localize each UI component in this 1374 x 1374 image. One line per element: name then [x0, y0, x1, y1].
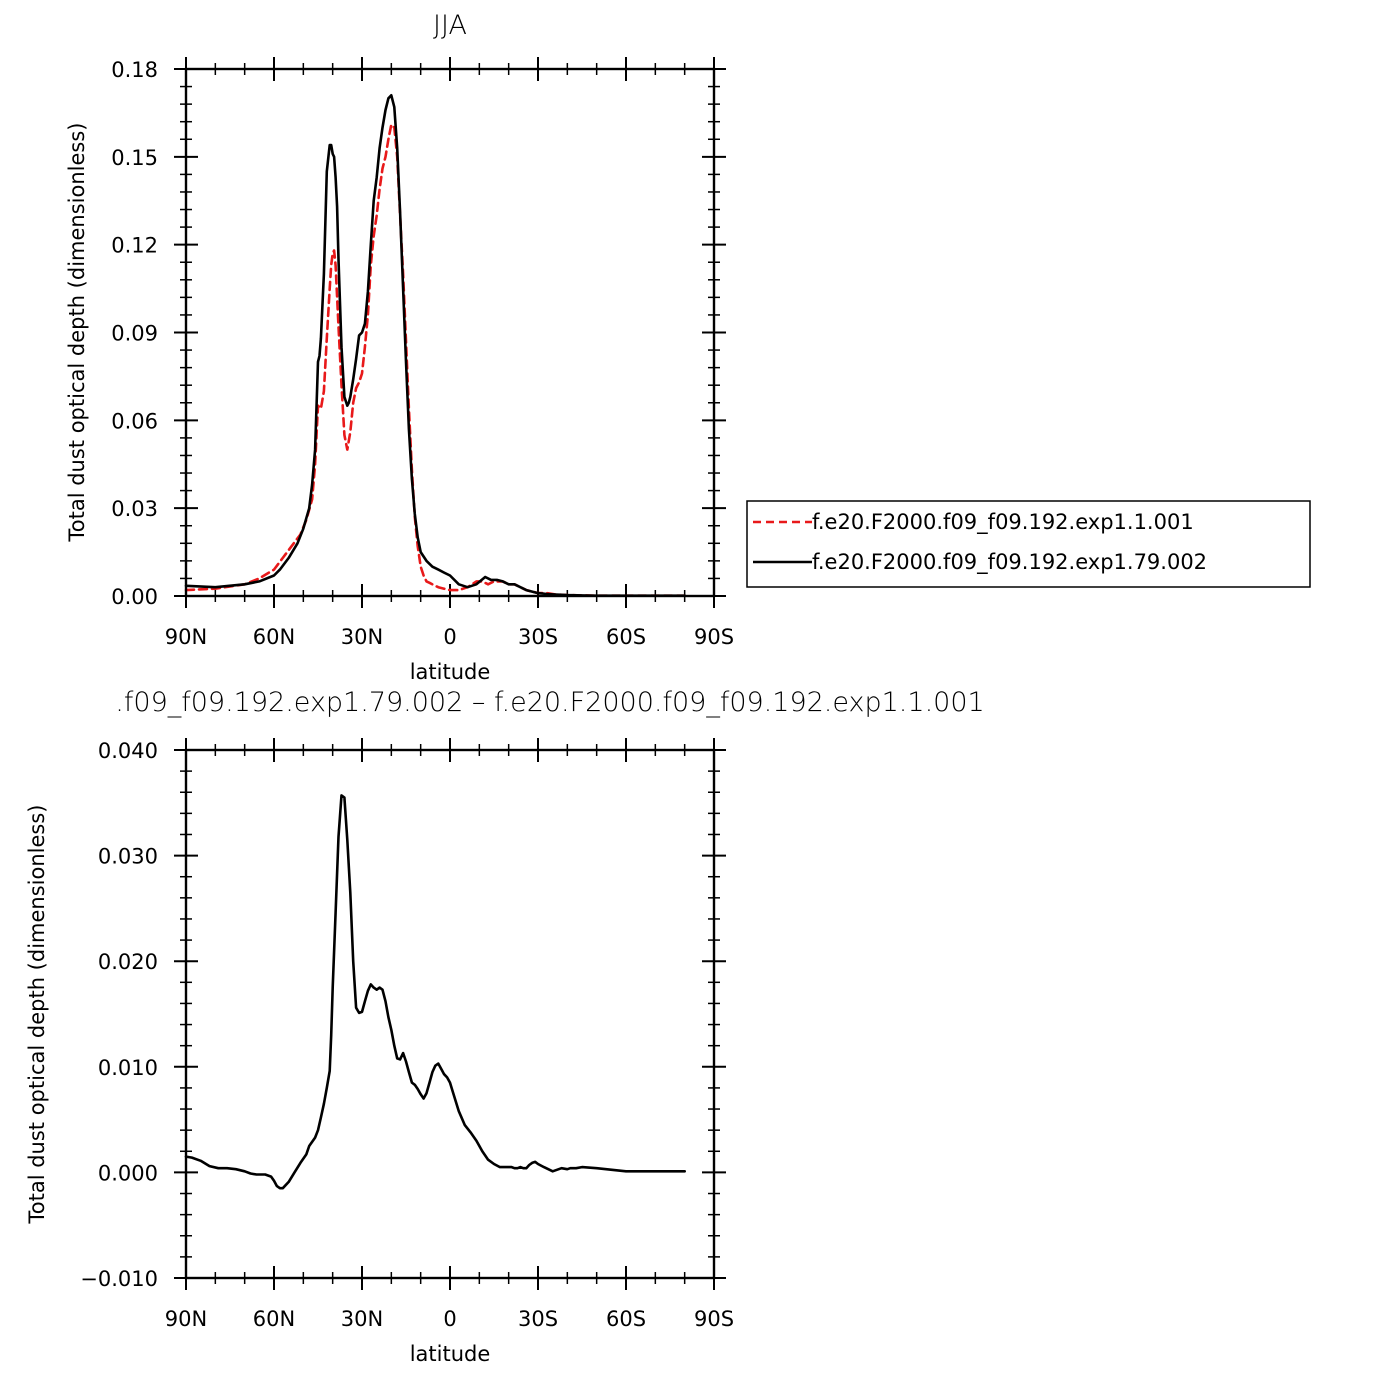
legend-box	[746, 500, 1311, 588]
top-x-tick-label: 90N	[165, 625, 207, 649]
top-x-tick-label: 0	[443, 625, 456, 649]
bottom-x-tick-label: 60S	[606, 1307, 646, 1331]
bottom-y-tick-label: 0.040	[98, 739, 158, 763]
top-x-tick-label: 60N	[253, 625, 295, 649]
top-panel: JJA 90N 60N 30N 0 30S 60S 90S 0.00 0.03 0.06 0.09 0…	[65, 10, 1311, 684]
bottom-x-tick-label: 0	[443, 1307, 456, 1331]
bottom-y-tick-label: 0.010	[98, 1056, 158, 1080]
top-chart-tick-labels: 90N 60N 30N 0 30S 60S 90S 0.00 0.03 0.06 0.09 0.12 0…	[111, 58, 734, 649]
bottom-chart-title: .f09_f09.192.exp1.79.002 – f.e20.F2000.f…	[115, 687, 984, 718]
bottom-chart-lines	[184, 794, 687, 1190]
bottom-plot-frame	[184, 748, 716, 1280]
top-x-axis-label: latitude	[410, 660, 491, 684]
top-legend: f.e20.F2000.f09_f09.192.exp1.1.001 f.e20…	[746, 500, 1311, 588]
top-y-tick-label: 0.12	[111, 234, 158, 258]
top-y-axis-label: Total dust optical depth (dimensionless)	[65, 123, 89, 543]
top-series-line-1	[184, 123, 687, 598]
bottom-x-tick-label: 90N	[165, 1307, 207, 1331]
legend-label-series-1: f.e20.F2000.f09_f09.192.exp1.1.001	[812, 510, 1194, 535]
top-x-tick-label: 30S	[518, 625, 558, 649]
bottom-panel: .f09_f09.192.exp1.79.002 – f.e20.F2000.f…	[25, 687, 985, 1366]
bottom-y-tick-label: 0.000	[98, 1161, 158, 1185]
top-y-tick-label: 0.00	[111, 585, 158, 609]
top-chart-ticks	[174, 57, 726, 608]
top-y-tick-label: 0.03	[111, 497, 158, 521]
bottom-chart-tick-labels: 90N 60N 30N 0 30S 60S 90S −0.010 0.000 0.010 0.020…	[80, 739, 734, 1331]
top-y-tick-label: 0.06	[111, 409, 158, 433]
top-x-tick-label: 90S	[694, 625, 734, 649]
bottom-series-line-1	[184, 794, 687, 1190]
bottom-x-axis-label: latitude	[410, 1342, 491, 1366]
top-x-tick-label: 30N	[341, 625, 383, 649]
top-x-tick-label: 60S	[606, 625, 646, 649]
bottom-y-tick-label: 0.030	[98, 845, 158, 869]
top-chart-lines	[184, 94, 687, 598]
bottom-y-axis-label: Total dust optical depth (dimensionless)	[25, 805, 49, 1225]
legend-label-series-2: f.e20.F2000.f09_f09.192.exp1.79.002	[812, 550, 1207, 575]
bottom-y-tick-label: −0.010	[80, 1267, 158, 1291]
top-y-tick-label: 0.15	[111, 146, 158, 170]
top-chart-title: JJA	[433, 10, 467, 41]
top-y-tick-label: 0.18	[111, 58, 158, 82]
bottom-x-tick-label: 90S	[694, 1307, 734, 1331]
bottom-chart-ticks	[174, 738, 726, 1290]
top-y-tick-label: 0.09	[111, 322, 158, 346]
top-plot-frame	[184, 67, 716, 598]
bottom-y-tick-label: 0.020	[98, 950, 158, 974]
bottom-x-tick-label: 60N	[253, 1307, 295, 1331]
top-series-line-2	[184, 94, 687, 598]
bottom-x-tick-label: 30N	[341, 1307, 383, 1331]
bottom-x-tick-label: 30S	[518, 1307, 558, 1331]
